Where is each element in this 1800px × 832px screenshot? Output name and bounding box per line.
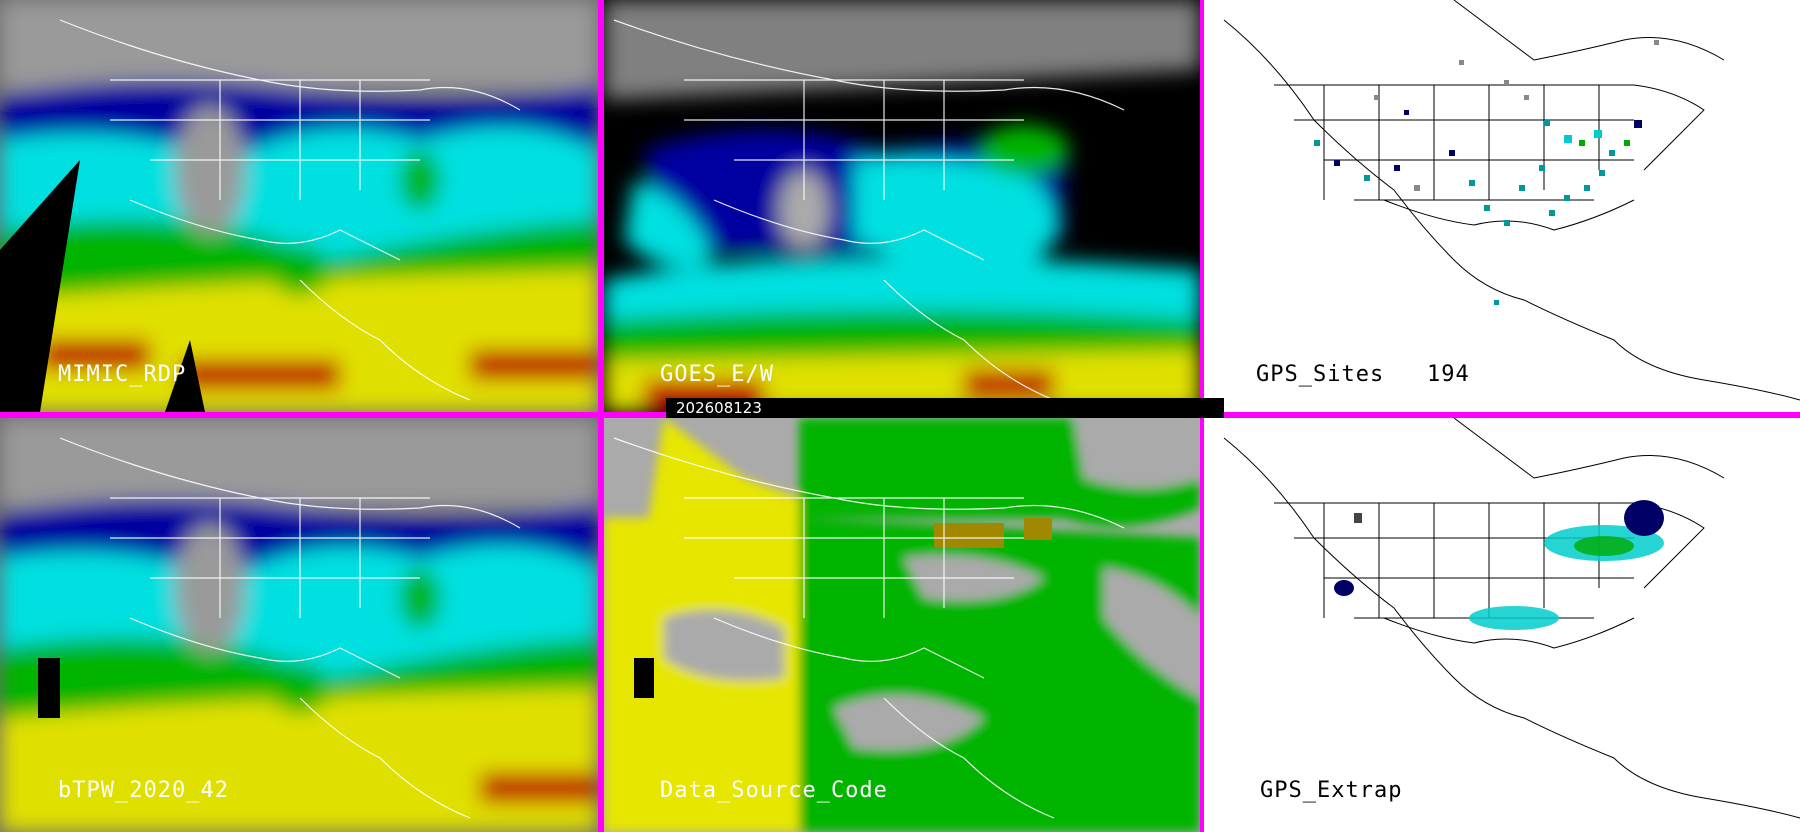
gps-extrap-fields [1334,500,1664,630]
gps-site-markers [1314,40,1659,305]
panel-btpw: bTPW_2020_42 [0,418,598,832]
panel-label: Data_Source_Code [660,778,888,803]
panel-label: MIMIC_RDP [58,362,187,387]
map-btpw [0,418,598,832]
gps-sites-label: GPS_Sites [1256,362,1385,387]
map-goes [604,0,1200,412]
panel-data-source-code: Data_Source_Code [604,418,1200,832]
panel-label: bTPW_2020_42 [58,778,229,803]
panel-label: GPS_Extrap [1260,778,1403,803]
panel-goes-ew: GOES_E/W [604,0,1200,412]
panel-gps-extrap: GPS_Extrap [1204,418,1800,832]
timestamp-bar: 202608123 [666,398,1224,418]
map-gps-extrap [1223,418,1800,819]
panel-label: GOES_E/W [660,362,774,387]
map-mimic [0,0,598,412]
map-data-source [604,418,1200,832]
panel-label: GPS_Sites 194 [1256,362,1470,387]
panel-mimic-rdp: MIMIC_RDP [0,0,598,412]
panel-gps-sites: GPS_Sites 194 [1204,0,1800,412]
map-gps-sites [1223,0,1800,401]
gps-sites-count: 194 [1426,362,1470,387]
